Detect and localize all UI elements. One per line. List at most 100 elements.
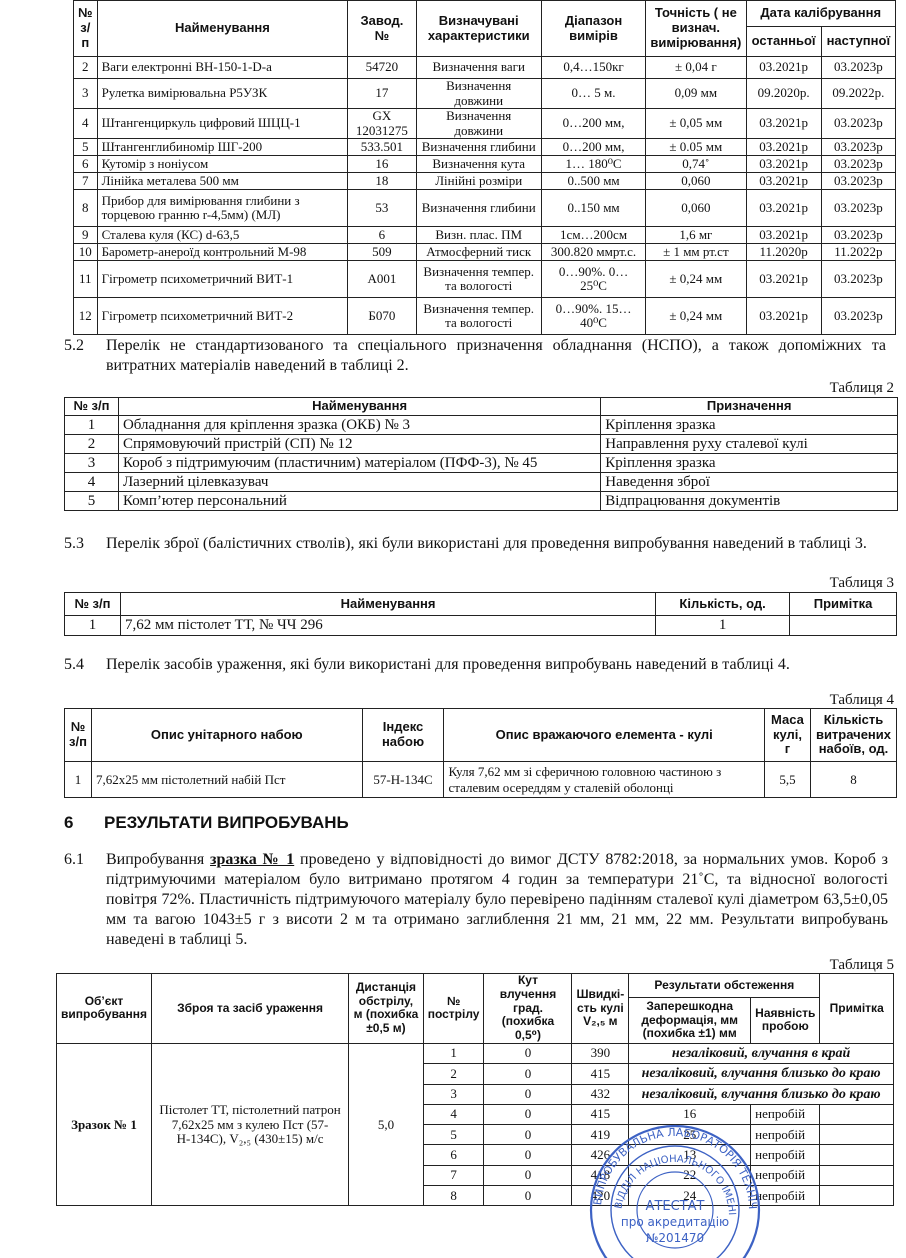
row-number: 5 — [73, 138, 98, 157]
next-calibration: 03.2023р — [820, 155, 897, 174]
shot-remark: незаліковий, влучання в край — [628, 1042, 894, 1065]
bullet-speed: 432 — [571, 1083, 630, 1105]
perforation-status: непробій — [750, 1164, 821, 1187]
equipment-name: Штангенглибиномір ШГ-200 — [96, 138, 349, 157]
item-name: Короб з підтримуючим (пластичним) матері… — [117, 453, 602, 473]
impact-angle: 0 — [483, 1083, 573, 1105]
next-calibration: 03.2023р — [820, 108, 897, 140]
serial-number: Б070 — [347, 297, 417, 336]
item-purpose: Кріплення зразка — [600, 415, 898, 435]
table-row: 11 Гігрометр психометричний ВИТ-1 А001 Визн… — [73, 260, 897, 299]
bullet-speed: 420 — [571, 1185, 630, 1207]
accuracy: 0,74˚ — [645, 155, 747, 174]
last-calibration: 03.2021р — [745, 260, 822, 299]
col-header-name: Найменування — [119, 592, 657, 616]
measurement-range: 1см…200см — [540, 226, 647, 245]
accuracy: 0,060 — [645, 172, 747, 191]
row-number: 6 — [73, 155, 98, 174]
note — [819, 1164, 894, 1187]
impact-angle: 0 — [483, 1164, 573, 1187]
paragraph-5-3: Перелік зброї (балістичних стволів), які… — [106, 535, 867, 552]
measurement-range: 0…90%. 15…40⁰С — [540, 297, 647, 336]
table-row: 6 Кутомір з ноніусом 16 Визначення кута 1… 1… — [73, 155, 897, 174]
col-header-qty: Кількість, од. — [655, 592, 791, 616]
serial-number: 6 — [347, 226, 417, 245]
note — [819, 1144, 894, 1166]
row-number: 12 — [73, 297, 98, 336]
table-row: Зразок № 1 Пістолет ТТ, пістолетний патро… — [56, 1042, 894, 1207]
shot-number: 8 — [422, 1185, 485, 1207]
table-caption: Таблиця 4 — [829, 692, 894, 708]
results-table: Об’єкт випробування Зброя та засіб ураже… — [56, 973, 894, 1207]
item-name: Спрямовуючий пристрій (СП) № 12 — [117, 434, 602, 454]
col-header-num: № з/п — [73, 0, 98, 57]
characteristics: Визначення довжини — [415, 108, 542, 140]
table-row: 4 0 415 16 непробій — [57, 1103, 894, 1126]
characteristics: Визначення темпер. та вологості — [415, 260, 542, 299]
quantity: 1 — [655, 615, 791, 636]
cartridge-description: 7,62х25 мм пістолетний набій Пст — [90, 761, 363, 798]
measurement-range: 0… 5 м. — [540, 77, 647, 110]
perforation-status: непробій — [750, 1144, 821, 1166]
note — [819, 1124, 894, 1146]
next-calibration: 09.2022р. — [820, 77, 897, 110]
last-calibration: 03.2021р — [745, 56, 822, 79]
col-header-distance: Дистанція обстрілу, м (похибка ±0,5 м) — [348, 973, 424, 1044]
col-header-name: Найменування — [117, 397, 602, 416]
stamp-center-line: про акредитацію — [621, 1215, 729, 1229]
col-header-object: Об’єкт випробування — [56, 973, 152, 1044]
accuracy: ± 0,04 г — [645, 56, 747, 79]
equipment-name: Лінійка металева 500 мм — [96, 172, 349, 191]
shot-number: 1 — [422, 1042, 485, 1065]
item-purpose: Відпрацювання документів — [600, 491, 898, 511]
row-number: 10 — [73, 243, 98, 262]
last-calibration: 03.2021р — [745, 138, 822, 157]
next-calibration: 03.2023р — [820, 189, 897, 228]
col-header-index: Індекс набою — [361, 708, 445, 762]
table-row: 1 7,62х25 мм пістолетний набій Пст 57-Н-13… — [64, 761, 898, 798]
col-header-serial: Завод. № — [347, 0, 417, 57]
bullet-speed: 419 — [571, 1124, 630, 1146]
col-header-next: наступної — [820, 26, 897, 57]
row-number: 2 — [64, 434, 119, 454]
characteristics: Лінійні розміри — [415, 172, 542, 191]
section-number: 5.3 — [64, 535, 84, 552]
backface-deformation: 16 — [628, 1103, 752, 1126]
serial-number: 54720 — [347, 56, 417, 79]
shot-remark: незаліковий, влучання близько до краю — [628, 1063, 894, 1085]
shot-remark: незаліковий, влучання близько до краю — [628, 1083, 894, 1105]
next-calibration: 03.2023р — [820, 172, 897, 191]
table-row: 2 Спрямовуючий пристрій (СП) № 12 Направле… — [64, 434, 898, 454]
equipment-name: Прибор для вимірювання глибини з торцево… — [96, 189, 349, 228]
col-header-speed: Швидкі- сть кулі V₂,₅ м — [571, 973, 630, 1044]
last-calibration: 03.2021р — [745, 108, 822, 140]
serial-number: 509 — [347, 243, 417, 262]
equipment-name: Штангенциркуль цифровий ШЦЦ-1 — [96, 108, 349, 140]
table-caption: Таблиця 2 — [829, 380, 894, 396]
paragraph-5-4: Перелік засобів ураження, які були викор… — [106, 656, 790, 673]
impact-angle: 0 — [483, 1185, 573, 1207]
measurement-range: 1… 180⁰С — [540, 155, 647, 174]
characteristics: Визначення кута — [415, 155, 542, 174]
bullet-speed: 418 — [571, 1164, 630, 1187]
col-header-mass: Маса кулі, г — [763, 708, 811, 762]
characteristics: Визначення ваги — [415, 56, 542, 79]
table-row: 2 Ваги електронні ВН-150-1-D-а 54720 Визнач… — [73, 56, 897, 79]
paragraph-pre: Випробування — [106, 851, 211, 868]
backface-deformation: 24 — [628, 1185, 752, 1207]
col-header-results: Результати обстеження — [628, 973, 821, 998]
col-header-name: Найменування — [96, 0, 349, 57]
section-number: 5.2 — [64, 337, 84, 354]
table-row: 10 Барометр-анероїд контрольний М-98 509 Ат… — [73, 243, 897, 262]
cartridge-index: 57-Н-134С — [361, 761, 445, 798]
table-row: 3 Рулетка вимірювальна Р5УЗК 17 Визначення … — [73, 77, 897, 110]
serial-number: 18 — [347, 172, 417, 191]
col-header-weapon: Зброя та засіб ураження — [150, 973, 350, 1044]
note — [789, 615, 897, 636]
measurement-range: 0..500 мм — [540, 172, 647, 191]
table-row: 8 Прибор для вимірювання глибини з торцев… — [73, 189, 897, 228]
section-heading: 6 РЕЗУЛЬТАТИ ВИПРОБУВАНЬ — [64, 813, 349, 833]
characteristics: Визначення глибини — [415, 138, 542, 157]
shot-number: 3 — [422, 1083, 485, 1105]
equipment-name: Сталева куля (КС) d-63,5 — [96, 226, 349, 245]
